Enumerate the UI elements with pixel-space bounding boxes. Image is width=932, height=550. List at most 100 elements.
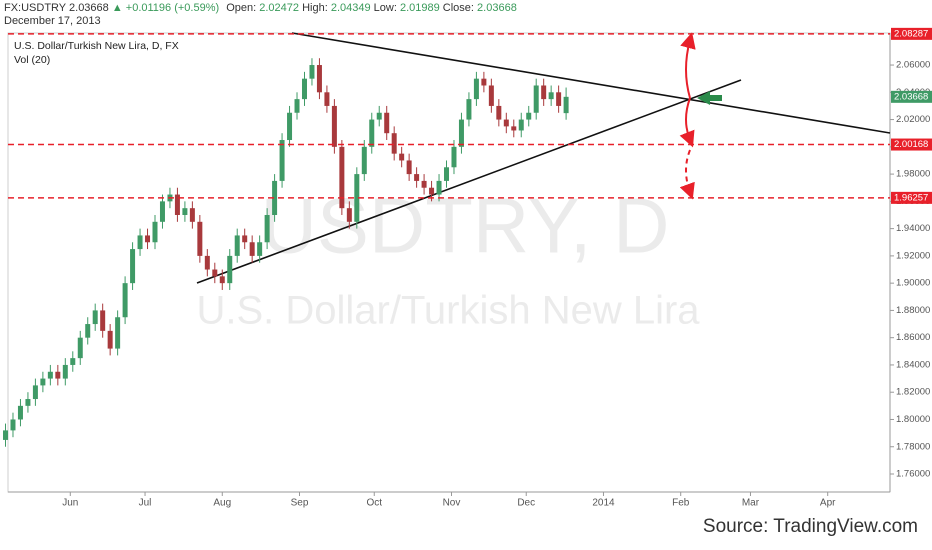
- indicator: Vol (20): [14, 54, 50, 66]
- plot-frame: [7, 32, 891, 493]
- candle-body: [264, 214, 270, 243]
- last-price: 2.03668: [69, 2, 109, 14]
- candle-body: [197, 221, 203, 256]
- candle-body: [242, 235, 248, 243]
- x-tick-label: Oct: [366, 498, 382, 509]
- candle-body: [316, 65, 322, 93]
- candle-body: [272, 180, 278, 215]
- y-tick-label: 1.92000: [896, 250, 930, 261]
- y-tick-label: 1.90000: [896, 278, 930, 289]
- candle-body: [563, 96, 569, 114]
- level-label: 2.00168: [894, 139, 928, 150]
- watermark: USDTRY, D: [261, 182, 670, 270]
- source: Source: TradingView.com: [703, 516, 918, 537]
- candle-body: [152, 221, 158, 243]
- symbol: FX:USDTRY: [4, 2, 67, 14]
- x-tick-label: Sep: [291, 498, 309, 509]
- candle-body: [429, 187, 435, 195]
- candle-body: [159, 201, 165, 222]
- candle-body: [70, 358, 76, 365]
- candle-body: [473, 78, 479, 100]
- last-price-label: 2.03668: [894, 91, 928, 102]
- low-label: Low:: [374, 2, 397, 14]
- candle-body: [481, 78, 487, 86]
- candle-body: [376, 112, 382, 120]
- trend-line-upper: [291, 32, 891, 134]
- last-price-box: [891, 90, 932, 103]
- high-label: High:: [302, 2, 328, 14]
- candle-body: [279, 140, 285, 181]
- low-value: 2.01989: [400, 2, 440, 14]
- x-tick-label: Dec: [517, 498, 535, 509]
- candle-body: [361, 146, 367, 175]
- legend-title: U.S. Dollar/Turkish New Lira, D, FX: [14, 40, 179, 52]
- candle-body: [145, 235, 151, 243]
- candle-body: [287, 112, 293, 141]
- x-tick-label: Mar: [742, 498, 760, 509]
- candle-body: [227, 255, 233, 284]
- candle-body: [25, 399, 31, 406]
- candle-body: [212, 269, 218, 277]
- x-tick-label: Feb: [672, 498, 690, 509]
- candle-body: [55, 371, 61, 379]
- y-tick-label: 1.80000: [896, 414, 930, 425]
- candle-body: [301, 78, 307, 100]
- candle-body: [137, 235, 143, 250]
- candle-body: [488, 85, 494, 106]
- candle-body: [399, 153, 405, 161]
- change: ▲ +0.01196 (+0.59%): [112, 2, 219, 14]
- watermark-subtitle: U.S. Dollar/Turkish New Lira: [196, 289, 700, 333]
- candle-body: [339, 146, 345, 209]
- x-tick-label: Apr: [820, 498, 836, 509]
- candle-body: [503, 119, 509, 127]
- y-tick-label: 1.98000: [896, 169, 930, 180]
- candle-body: [62, 364, 68, 379]
- candle-body: [32, 385, 38, 400]
- candle-body: [122, 283, 128, 318]
- candle-body: [354, 174, 360, 222]
- candle-body: [10, 419, 16, 431]
- candle-body: [369, 119, 375, 147]
- candle-body: [436, 180, 442, 195]
- x-tick-label: Jun: [62, 498, 78, 509]
- level-label-box: [891, 27, 932, 40]
- y-tick-label: 2.06000: [896, 60, 930, 71]
- y-tick-label: 1.86000: [896, 332, 930, 343]
- open-value: 2.02472: [259, 2, 299, 14]
- open-label: Open:: [226, 2, 256, 14]
- high-value: 2.04349: [331, 2, 371, 14]
- candle-body: [526, 112, 532, 120]
- candle-body: [324, 92, 330, 106]
- candle-body: [414, 174, 420, 181]
- candle-body: [182, 208, 188, 215]
- candle-body: [444, 167, 450, 181]
- candle-body: [346, 208, 352, 222]
- candle-body: [219, 276, 225, 284]
- price-arrow: [697, 91, 722, 105]
- candle-body: [451, 146, 457, 168]
- y-tick-label: 1.88000: [896, 305, 930, 316]
- level-label: 2.08287: [894, 28, 928, 39]
- level-label: 1.96257: [894, 192, 928, 203]
- candle-body: [189, 208, 195, 222]
- header-line: FX:USDTRY 2.03668 ▲ +0.01196 (+0.59%) Op…: [4, 2, 517, 14]
- x-tick-label: Jul: [139, 498, 152, 509]
- close-value: 2.03668: [477, 2, 517, 14]
- y-tick-label: 1.82000: [896, 387, 930, 398]
- arrow-down-dashed: [679, 149, 695, 200]
- y-tick-label: 1.84000: [896, 359, 930, 370]
- candle-body: [384, 112, 390, 134]
- candle-body: [100, 310, 106, 331]
- candle-body: [533, 85, 539, 113]
- candle-body: [40, 378, 46, 386]
- candle-body: [85, 324, 91, 338]
- x-tick-label: Aug: [213, 498, 231, 509]
- candle-body: [17, 405, 23, 420]
- candle-body: [391, 133, 397, 154]
- candle-body: [496, 105, 502, 120]
- candle-body: [548, 92, 554, 100]
- y-tick-label: 1.76000: [896, 469, 930, 480]
- x-tick-label: 2014: [592, 498, 615, 509]
- x-tick-label: Nov: [443, 498, 461, 509]
- candle-body: [107, 330, 113, 349]
